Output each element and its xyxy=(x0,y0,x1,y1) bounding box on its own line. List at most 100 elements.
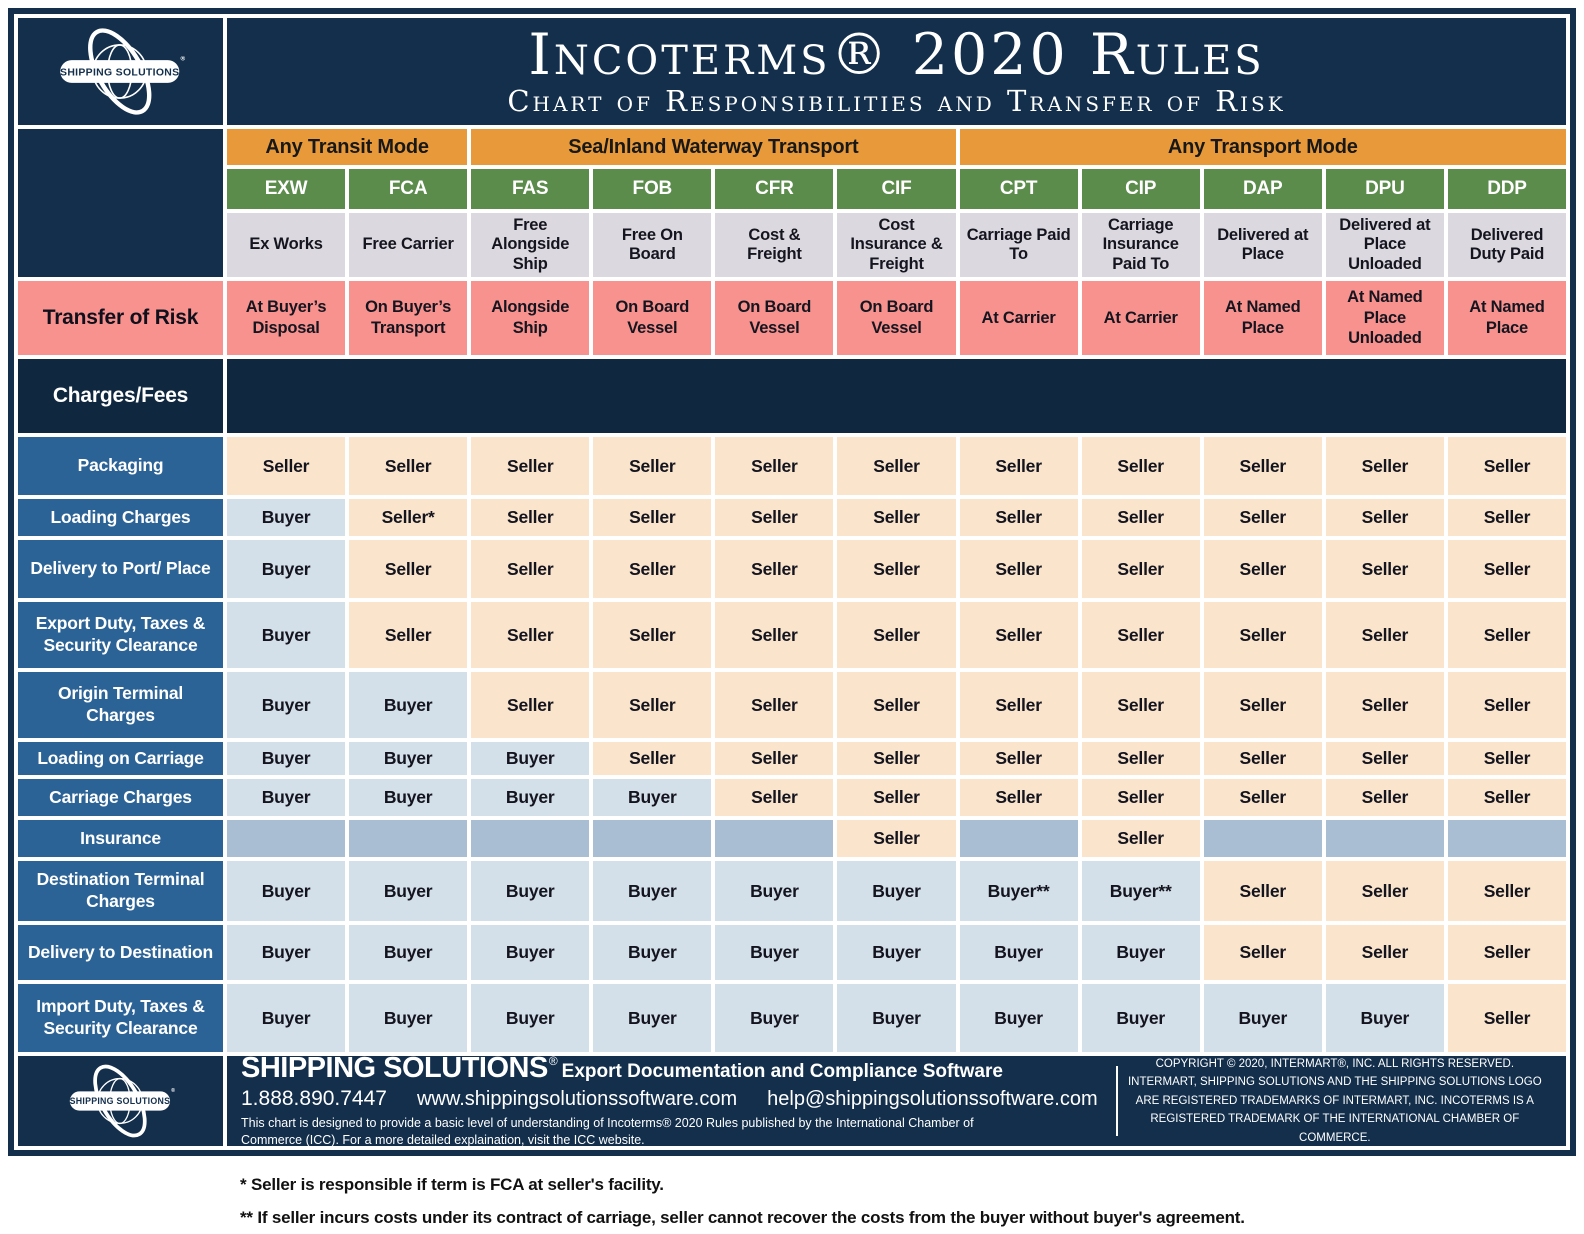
footer-disclaimer: This chart is designed to provide a basi… xyxy=(241,1115,974,1147)
responsibility-cell: Buyer xyxy=(227,602,346,668)
logo-wordmark: SHIPPING SOLUTIONS xyxy=(60,67,179,78)
incoterm-name: Delivered Duty Paid xyxy=(1447,213,1566,277)
responsibility-cell: Seller xyxy=(1081,437,1200,495)
risk-cell: Alongside Ship xyxy=(471,281,590,355)
footnotes: * Seller is responsible if term is FCA a… xyxy=(240,1168,1584,1234)
responsibility-cell: Seller xyxy=(1203,437,1322,495)
responsibility-cell: Seller xyxy=(349,437,468,495)
responsibility-cell: Seller xyxy=(837,672,956,738)
responsibility-cell: Seller xyxy=(1203,540,1322,598)
responsibility-cell: Seller xyxy=(837,499,956,536)
footer-website-link[interactable]: www.shippingsolutionssoftware.com xyxy=(416,1087,738,1110)
row-label: Loading on Carriage xyxy=(18,742,223,775)
footnote-single-asterisk: * Seller is responsible if term is FCA a… xyxy=(240,1175,664,1194)
footer-email-link[interactable]: help@shippingsolutionssoftware.com xyxy=(767,1087,1098,1110)
responsibility-cell: Buyer xyxy=(227,779,346,816)
row-label: Import Duty, Taxes & Security Clearance xyxy=(18,984,223,1052)
responsibility-cell: Seller xyxy=(1447,540,1566,598)
footer-copyright: COPYRIGHT © 2020, INTERMART®, INC. ALL R… xyxy=(1118,1058,1552,1144)
responsibility-cell: Buyer xyxy=(349,925,468,980)
responsibility-cell: Seller xyxy=(959,602,1078,668)
incoterm-name: Delivered at Place xyxy=(1203,213,1322,277)
row-label: Carriage Charges xyxy=(18,779,223,816)
footer-brand-block: SHIPPING SOLUTIONS ® Export Documentatio… xyxy=(241,1053,1098,1146)
responsibility-cell: Seller xyxy=(837,820,956,857)
responsibility-cell: Buyer xyxy=(1203,984,1322,1052)
responsibility-cell: Seller xyxy=(1325,437,1444,495)
incoterm-name: Free Alongside Ship xyxy=(471,213,590,277)
row-label: Packaging xyxy=(18,437,223,495)
responsibility-cell: Seller xyxy=(1447,925,1566,980)
responsibility-cell: Buyer** xyxy=(1081,861,1200,921)
incoterm-code-cip: CIP xyxy=(1081,169,1200,209)
responsibility-cell: Buyer** xyxy=(959,861,1078,921)
responsibility-cell: Buyer xyxy=(837,984,956,1052)
responsibility-cell: Buyer xyxy=(715,984,834,1052)
row-label: Delivery to Port/ Place xyxy=(18,540,223,598)
responsibility-cell: Seller xyxy=(715,742,834,775)
responsibility-cell xyxy=(593,820,712,857)
incoterm-name: Carriage Insurance Paid To xyxy=(1081,213,1200,277)
footnote-double-asterisk: ** If seller incurs costs under its cont… xyxy=(240,1208,1245,1228)
responsibility-cell: Seller xyxy=(1203,925,1322,980)
responsibility-cell: Buyer xyxy=(593,779,712,816)
incoterms-chart: SHIPPING SOLUTIONS ® Incoterms® 2020 Rul… xyxy=(8,8,1576,1156)
responsibility-cell: Seller xyxy=(1081,540,1200,598)
responsibility-cell: Buyer xyxy=(349,861,468,921)
responsibility-cell: Seller xyxy=(1203,861,1322,921)
responsibility-cell: Seller xyxy=(1447,437,1566,495)
responsibility-cell: Buyer xyxy=(1081,925,1200,980)
responsibility-cell: Seller xyxy=(1081,742,1200,775)
responsibility-cell: Seller xyxy=(1447,861,1566,921)
responsibility-cell: Seller xyxy=(593,602,712,668)
responsibility-cell: Seller xyxy=(715,540,834,598)
copyright-text: COPYRIGHT © 2020, INTERMART®, INC. ALL R… xyxy=(1127,1058,1542,1144)
responsibility-cell: Buyer xyxy=(349,742,468,775)
responsibility-cell: Buyer xyxy=(1325,984,1444,1052)
responsibility-cell: Buyer xyxy=(471,779,590,816)
responsibility-cell: Seller xyxy=(1203,602,1322,668)
responsibility-cell: Seller xyxy=(1203,499,1322,536)
responsibility-cell: Buyer xyxy=(715,861,834,921)
responsibility-cell: Buyer xyxy=(227,861,346,921)
responsibility-cell: Seller xyxy=(1447,984,1566,1052)
incoterm-code-fca: FCA xyxy=(349,169,468,209)
shipping-solutions-logo: SHIPPING SOLUTIONS ® xyxy=(18,18,223,125)
transfer-of-risk-label: Transfer of Risk xyxy=(18,281,223,355)
incoterms-grid: SHIPPING SOLUTIONS ® Incoterms® 2020 Rul… xyxy=(18,18,1566,1147)
responsibility-cell: Seller xyxy=(349,540,468,598)
incoterm-name: Ex Works xyxy=(227,213,346,277)
risk-cell: At Carrier xyxy=(959,281,1078,355)
globe-orbit-logo-icon: SHIPPING SOLUTIONS ® xyxy=(60,28,185,115)
responsibility-cell xyxy=(1447,820,1566,857)
page-subtitle: Chart of Responsibilities and Transfer o… xyxy=(507,84,1286,118)
responsibility-cell xyxy=(349,820,468,857)
responsibility-cell: Buyer xyxy=(349,672,468,738)
responsibility-cell xyxy=(471,820,590,857)
responsibility-cell: Buyer xyxy=(715,925,834,980)
page-title: Incoterms® 2020 Rules xyxy=(528,22,1265,88)
responsibility-cell: Buyer xyxy=(471,861,590,921)
responsibility-cell: Seller xyxy=(1081,672,1200,738)
responsibility-cell: Buyer xyxy=(349,779,468,816)
responsibility-cell: Buyer xyxy=(227,499,346,536)
responsibility-cell: Seller xyxy=(837,602,956,668)
risk-cell: At Named Place xyxy=(1203,281,1322,355)
responsibility-cell: Buyer xyxy=(1081,984,1200,1052)
risk-cell: At Named Place Unloaded xyxy=(1325,281,1444,355)
responsibility-cell: Seller xyxy=(1447,779,1566,816)
responsibility-cell: Buyer xyxy=(593,925,712,980)
responsibility-cell: Seller xyxy=(471,499,590,536)
responsibility-cell: Seller xyxy=(837,437,956,495)
risk-cell: On Board Vessel xyxy=(715,281,834,355)
responsibility-cell: Buyer xyxy=(349,984,468,1052)
responsibility-cell: Buyer xyxy=(959,984,1078,1052)
row-label: Delivery to Destination xyxy=(18,925,223,980)
incoterm-code-cfr: CFR xyxy=(715,169,834,209)
transport-mode-group: Any Transport Mode xyxy=(959,129,1566,165)
responsibility-cell: Seller xyxy=(1325,742,1444,775)
risk-cell: At Named Place xyxy=(1447,281,1566,355)
responsibility-cell: Seller xyxy=(959,779,1078,816)
responsibility-cell: Seller xyxy=(593,742,712,775)
responsibility-cell: Buyer xyxy=(471,984,590,1052)
